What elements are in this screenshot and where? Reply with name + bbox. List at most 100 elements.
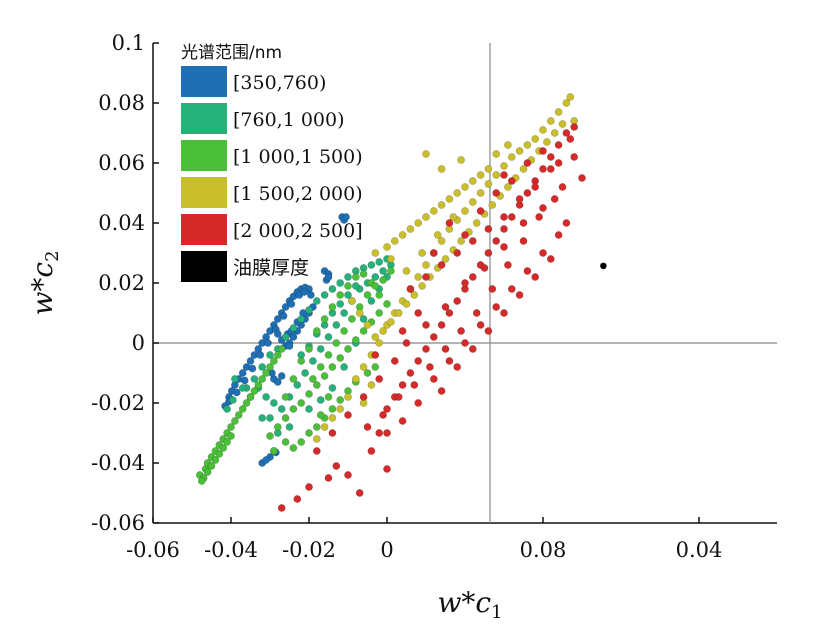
x-tick-label: 0.04 xyxy=(676,538,723,562)
data-point xyxy=(429,249,438,257)
data-point xyxy=(578,174,586,182)
data-point xyxy=(305,429,313,437)
data-point xyxy=(422,273,430,281)
data-point xyxy=(269,399,278,407)
data-point xyxy=(328,414,337,422)
data-point xyxy=(277,504,286,512)
data-point xyxy=(308,357,317,365)
data-point xyxy=(507,213,516,221)
data-point xyxy=(347,315,356,323)
series-points xyxy=(599,262,607,270)
data-point xyxy=(336,354,345,362)
data-point xyxy=(297,357,306,365)
data-point xyxy=(375,429,384,437)
data-point xyxy=(523,159,532,167)
data-point xyxy=(312,447,321,455)
legend-swatch xyxy=(181,251,227,282)
data-point xyxy=(289,324,298,332)
data-point xyxy=(273,351,282,359)
data-point xyxy=(503,183,512,191)
data-point xyxy=(328,363,337,371)
data-point xyxy=(550,129,559,137)
data-point xyxy=(539,165,547,173)
data-point xyxy=(320,372,329,380)
data-point xyxy=(414,357,423,365)
data-point xyxy=(277,405,286,413)
data-point xyxy=(453,249,462,257)
data-point xyxy=(539,249,547,257)
data-point xyxy=(264,339,272,347)
data-point xyxy=(351,273,360,281)
x-tick-label: -0.04 xyxy=(204,538,258,562)
series-points xyxy=(195,267,395,485)
data-point xyxy=(484,180,493,188)
data-point xyxy=(468,273,477,281)
data-point xyxy=(453,189,462,197)
data-point xyxy=(285,342,294,350)
data-point xyxy=(197,477,206,485)
data-point xyxy=(398,231,407,239)
legend-label: [1 000,1 500) xyxy=(233,146,363,168)
data-point xyxy=(344,393,352,401)
data-point xyxy=(359,393,368,401)
data-point xyxy=(422,345,430,353)
data-point xyxy=(273,378,282,386)
data-point xyxy=(406,369,415,377)
data-point xyxy=(531,135,540,143)
data-point xyxy=(277,345,286,353)
data-point xyxy=(281,333,290,341)
data-point xyxy=(484,165,493,173)
data-point xyxy=(367,381,376,389)
data-point xyxy=(340,327,348,335)
data-point xyxy=(297,438,306,446)
data-point xyxy=(433,231,442,239)
data-point xyxy=(550,195,559,203)
data-point xyxy=(519,219,528,227)
data-point xyxy=(297,399,306,407)
data-point xyxy=(425,363,434,371)
data-point xyxy=(305,306,313,314)
data-point xyxy=(371,351,380,359)
data-point xyxy=(383,300,391,308)
legend-swatch xyxy=(181,66,227,97)
data-point xyxy=(332,339,341,347)
data-point xyxy=(503,261,512,269)
data-point xyxy=(293,381,302,389)
data-point xyxy=(500,225,508,233)
data-point xyxy=(488,201,497,209)
data-point xyxy=(414,273,423,281)
data-point xyxy=(468,345,477,353)
data-point xyxy=(468,177,477,185)
data-point xyxy=(344,291,352,299)
data-point xyxy=(269,357,278,365)
data-point xyxy=(515,195,524,203)
legend: 光谱范围/nm [350,760) [760,1 000) [1 000,1 500… xyxy=(181,43,363,282)
data-point xyxy=(266,363,274,371)
data-point xyxy=(554,231,563,239)
data-point xyxy=(273,315,282,323)
data-point xyxy=(468,237,477,245)
data-point xyxy=(344,411,352,419)
data-point xyxy=(363,369,372,377)
legend-entries: [350,760) [760,1 000) [1 000,1 500) [1 500,… xyxy=(181,66,363,282)
data-point xyxy=(328,303,337,311)
data-point xyxy=(228,396,237,404)
data-point xyxy=(566,93,575,101)
data-point xyxy=(386,255,395,263)
data-point xyxy=(371,273,380,281)
data-point xyxy=(394,393,403,401)
data-point xyxy=(215,450,224,458)
data-point xyxy=(371,333,380,341)
y-tick-label: -0.06 xyxy=(91,511,145,535)
y-tick-label: -0.04 xyxy=(91,451,145,475)
data-point xyxy=(429,207,438,215)
data-point xyxy=(250,387,259,395)
data-point xyxy=(394,309,403,317)
data-point xyxy=(379,411,387,419)
y-tick-label: 0.04 xyxy=(98,211,145,235)
data-point xyxy=(324,333,333,341)
data-point xyxy=(386,267,395,275)
data-point xyxy=(398,417,407,425)
data-point xyxy=(227,432,235,440)
data-point xyxy=(258,363,267,371)
